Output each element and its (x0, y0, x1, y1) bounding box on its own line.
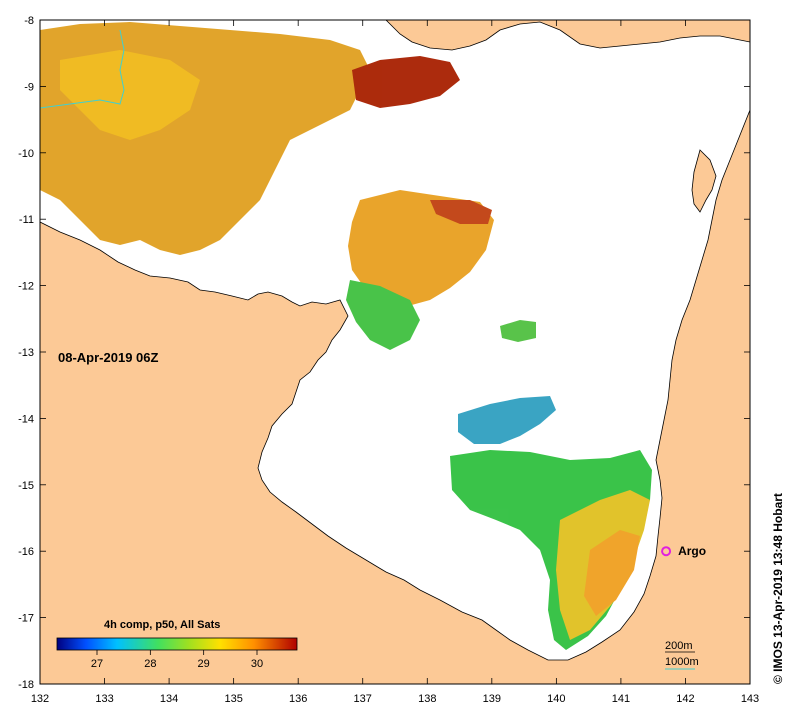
x-tick-label: 139 (483, 693, 501, 705)
argo-label: Argo (678, 544, 706, 558)
y-axis: -8 -9 -10 -11 -12 -13 -14 -15 -16 -17 -18 (18, 15, 750, 691)
y-tick-label: -10 (18, 148, 34, 160)
colorbar-tick-label: 29 (198, 658, 210, 670)
x-axis: 132 133 134 135 136 137 138 139 140 141 142 143 (31, 20, 759, 705)
y-tick-label: -16 (18, 546, 34, 558)
y-tick-label: -15 (18, 480, 34, 492)
y-tick-label: -11 (19, 214, 34, 226)
x-tick-label: 140 (547, 693, 565, 705)
sst-patch-northwest-hot (60, 50, 200, 140)
colorbar-title: 4h comp, p50, All Sats (104, 619, 220, 631)
x-tick-label: 134 (160, 693, 178, 705)
x-tick-label: 141 (612, 693, 630, 705)
x-tick-label: 142 (676, 693, 694, 705)
sst-patch-blue-cyan (458, 396, 556, 444)
colorbar-tick-label: 27 (91, 658, 103, 670)
legend-1000m-label: 1000m (665, 656, 699, 668)
depth-legend: 200m 1000m (665, 640, 699, 670)
sst-patch-arnhem-offshore-red (430, 200, 492, 224)
land-layer (40, 20, 750, 684)
colorbar-tick-label: 30 (251, 658, 263, 670)
sst-patch-green-small (500, 320, 536, 342)
sst-patch-green-coast (346, 280, 420, 350)
y-tick-label: -18 (18, 679, 34, 691)
legend-200m-label: 200m (665, 640, 693, 652)
x-tick-label: 133 (95, 693, 113, 705)
land-northern-territory (40, 109, 750, 684)
y-tick-label: -13 (18, 347, 34, 359)
y-tick-label: -17 (18, 613, 34, 625)
y-tick-label: -12 (18, 281, 34, 293)
colorbar-gradient (56, 637, 298, 651)
x-tick-label: 135 (224, 693, 242, 705)
y-tick-label: -9 (24, 81, 34, 93)
x-tick-label: 132 (31, 693, 49, 705)
sst-layer (40, 22, 652, 650)
argo-float[interactable]: Argo (661, 544, 706, 558)
sst-patch-red-north (352, 56, 460, 108)
date-label: 08-Apr-2019 06Z (58, 350, 158, 365)
x-tick-label: 137 (354, 693, 372, 705)
x-tick-label: 138 (418, 693, 436, 705)
x-tick-label: 143 (741, 693, 759, 705)
x-tick-label: 136 (289, 693, 307, 705)
colorbar-tick-label: 28 (144, 658, 156, 670)
argo-marker-icon[interactable] (661, 546, 672, 557)
land-new-guinea (385, 20, 750, 51)
land-cape-york-tip (691, 149, 717, 213)
colorbar: 4h comp, p50, All Sats 27 28 29 30 (56, 619, 298, 670)
contour-1000m (40, 29, 125, 109)
y-tick-label: -8 (24, 15, 34, 27)
copyright-text: © IMOS 13-Apr-2019 13:48 Hobart (771, 493, 785, 684)
y-tick-label: -14 (18, 413, 34, 425)
sst-patch-orange-gulf-east (584, 530, 640, 616)
